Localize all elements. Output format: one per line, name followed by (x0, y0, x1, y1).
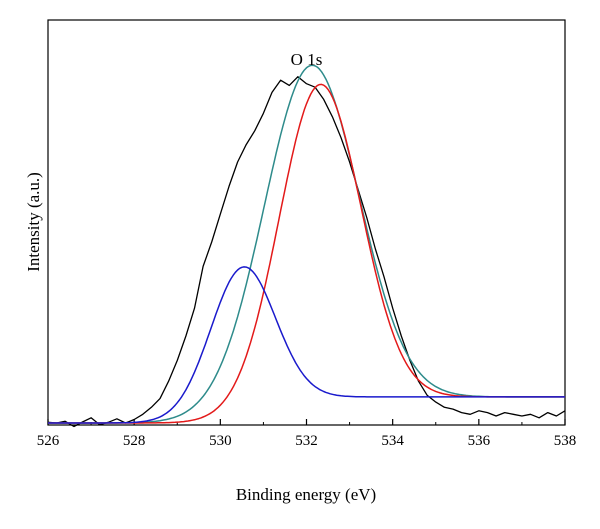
x-tick-label: 538 (554, 433, 577, 449)
x-tick-label: 536 (468, 433, 491, 449)
x-tick-label: 528 (123, 433, 146, 449)
series-component-low (48, 266, 565, 424)
x-axis-ticks: 526 528 530 532 534 536 538 (37, 419, 577, 449)
x-tick-label: 530 (209, 433, 232, 449)
series-component-high (48, 83, 565, 424)
y-axis-title: Intensity (a.u.) (24, 172, 43, 272)
x-tick-label: 534 (381, 433, 404, 449)
series-envelope-fit (48, 64, 565, 424)
series-layer (47, 64, 566, 428)
x-tick-label: 526 (37, 433, 60, 449)
series-raw-data (47, 76, 566, 428)
peak-annotation: O 1s (291, 50, 323, 69)
x-tick-label: 532 (295, 433, 318, 449)
x-axis-title: Binding energy (eV) (236, 485, 376, 504)
plot-frame (47, 19, 566, 426)
